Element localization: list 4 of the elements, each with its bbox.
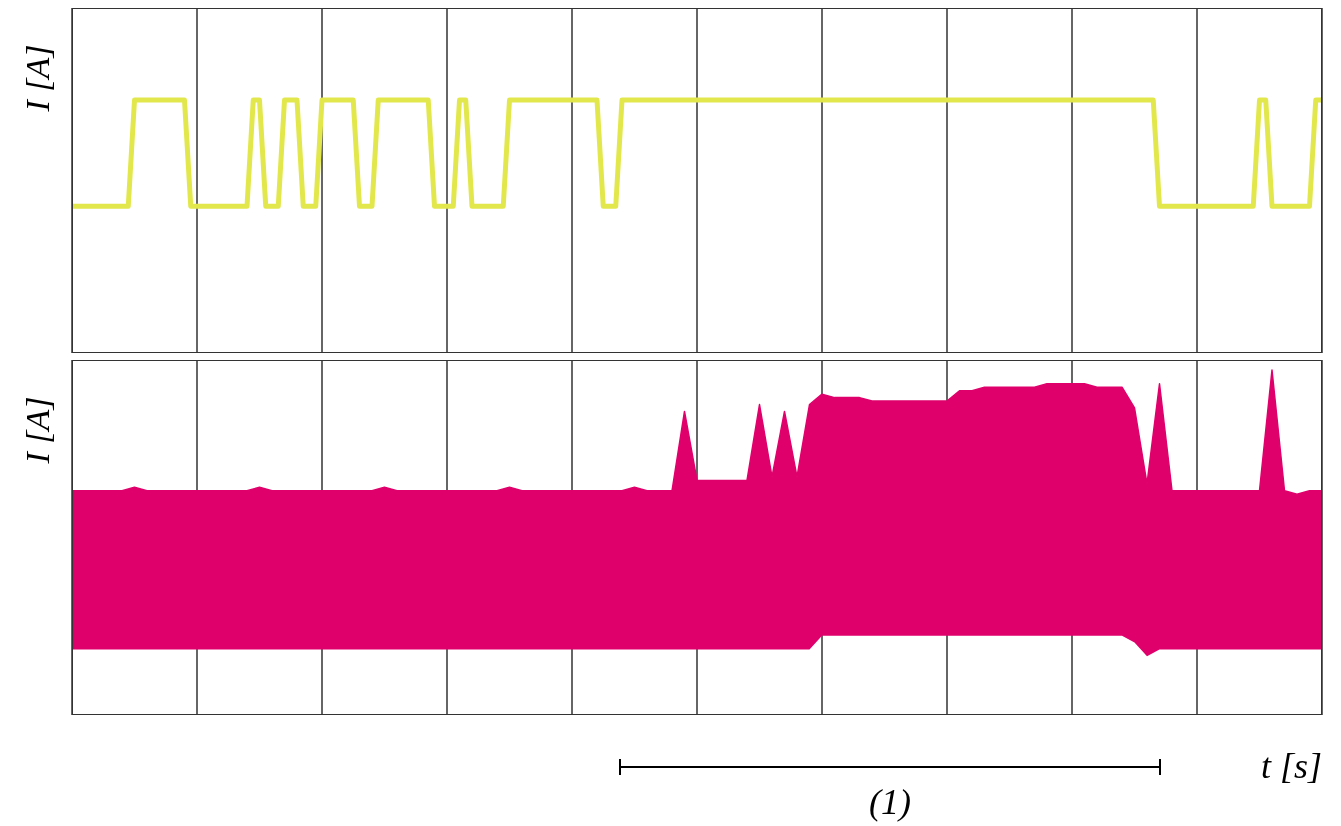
y-axis-title: I [A]: [19, 44, 57, 112]
text: (1): [868, 781, 912, 823]
y-axis-title: I [A]: [19, 396, 57, 464]
x-axis-title: t [s]: [1260, 745, 1322, 787]
